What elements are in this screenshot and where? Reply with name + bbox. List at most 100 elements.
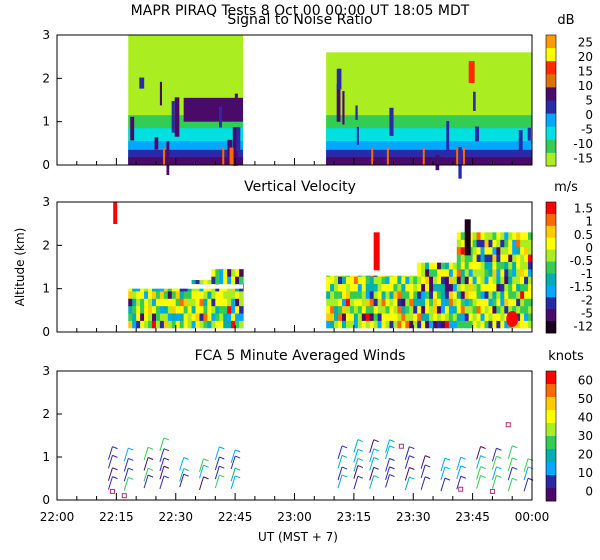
velocity-cell (361, 320, 367, 329)
velocity-cell (389, 283, 395, 292)
wind-barb-flag (112, 476, 118, 480)
velocity-cell (456, 276, 462, 285)
wind-barb (369, 448, 375, 463)
velocity-cell (365, 290, 371, 299)
velocity-cell (417, 268, 422, 277)
snr-streak (174, 97, 180, 137)
velocity-cell (488, 276, 494, 285)
velocity-cell (520, 254, 525, 262)
velocity-cell (144, 298, 149, 307)
velocity-cell (171, 298, 177, 307)
wind-barb (107, 446, 113, 460)
velocity-cell (330, 290, 335, 299)
velocity-spike (373, 232, 380, 271)
snr-streak (336, 84, 341, 122)
wind-barb-flag (112, 467, 118, 471)
velocity-cell (223, 290, 228, 299)
velocity-cell (429, 276, 434, 285)
wind-barb-flag (147, 446, 154, 450)
wind-barb (199, 476, 204, 491)
velocity-cell (342, 276, 347, 285)
velocity-cell (456, 239, 462, 248)
snr-streak (356, 126, 359, 145)
snr-streak (219, 106, 222, 128)
snr-streak (234, 93, 238, 109)
velocity-cell (179, 312, 185, 321)
velocity-cell (338, 276, 343, 285)
velocity-cell (223, 276, 228, 285)
velocity-cell (492, 232, 497, 240)
velocity-cell (452, 312, 458, 321)
snr-streak (229, 147, 232, 165)
velocity-cell (520, 261, 525, 270)
velocity-cell (330, 298, 335, 307)
velocity-cell (421, 305, 426, 314)
velocity-cell (413, 283, 418, 292)
velocity-cell (397, 276, 402, 285)
velocity-cell (373, 283, 379, 292)
velocity-cell (215, 269, 220, 277)
velocity-cell (508, 246, 513, 255)
velocity-cell (472, 283, 478, 292)
velocity-cell (334, 290, 339, 299)
velocity-cell (516, 290, 521, 299)
velocity-cell (500, 320, 505, 329)
wind-barb (385, 474, 391, 488)
colorbar-swatch (546, 261, 556, 274)
x-tick-label: 23:45 (455, 510, 490, 524)
velocity-cell (524, 283, 529, 292)
velocity-cell (377, 298, 383, 307)
wind-barb-flag (219, 446, 225, 450)
velocity-cell (409, 320, 414, 329)
velocity-cell (373, 305, 379, 314)
velocity-cell (444, 262, 450, 270)
wind-barb-flag (373, 457, 379, 460)
velocity-cell (480, 276, 486, 285)
velocity-gap (187, 284, 244, 289)
wind-barb-flag (341, 474, 348, 478)
velocity-cell (334, 312, 339, 321)
velocity-cell (468, 320, 474, 329)
colorbar-unit: knots (548, 349, 584, 364)
velocity-cell (440, 268, 446, 277)
velocity-cell (239, 290, 244, 299)
velocity-cell (389, 276, 395, 285)
velocity-cell (155, 320, 161, 329)
colorbar-swatch (546, 488, 556, 502)
velocity-cell (440, 312, 446, 321)
velocity-cell (500, 232, 505, 240)
velocity-cell (187, 312, 193, 321)
velocity-hot (506, 311, 519, 327)
velocity-cell (369, 298, 375, 307)
velocity-cell (425, 320, 430, 329)
velocity-cell (437, 298, 442, 307)
velocity-cell (421, 320, 426, 329)
y-tick-label: 2 (42, 238, 50, 252)
velocity-cell (330, 320, 335, 329)
velocity-cell (433, 305, 438, 314)
velocity-cell (504, 276, 509, 285)
velocity-cell (369, 305, 375, 314)
velocity-cell (444, 268, 450, 277)
panels: Signal to Noise Ratio0123dB2520151050-5-… (13, 12, 593, 524)
velocity-cell (405, 290, 410, 299)
velocity-cell (460, 305, 466, 314)
velocity-cell (464, 290, 470, 299)
velocity-cell (353, 312, 359, 321)
velocity-cell (132, 290, 137, 299)
velocity-cell (440, 305, 446, 314)
wind-barb (159, 475, 165, 490)
snr-streak (422, 147, 425, 165)
velocity-cell (476, 239, 482, 248)
snr-streak (171, 101, 175, 133)
colorbar-label: 1 (585, 215, 593, 229)
velocity-cell (460, 298, 466, 307)
wind-barb (456, 465, 462, 480)
velocity-cell (452, 298, 458, 307)
velocity-cell (496, 268, 501, 277)
velocity-cell (528, 254, 533, 262)
colorbar-swatch (546, 100, 556, 114)
wind-barb (159, 466, 165, 480)
velocity-cell (484, 312, 490, 321)
panel-title-3: FCA 5 Minute Averaged Winds (195, 348, 406, 364)
